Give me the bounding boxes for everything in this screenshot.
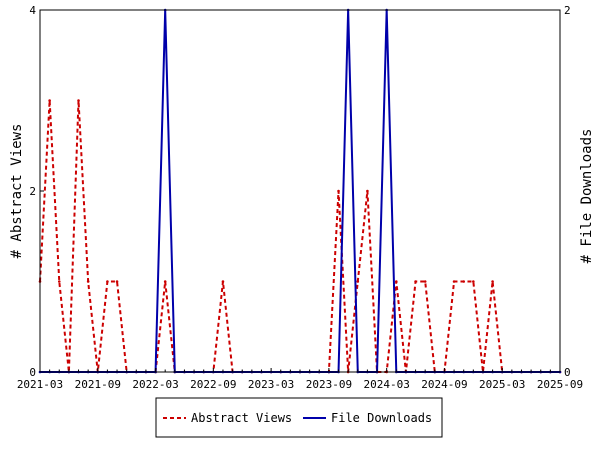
data-point-abstract-views xyxy=(106,280,109,283)
y-tick-label-right: 2 xyxy=(564,4,571,17)
x-axis: 2021-03 2021-09 2022-03 2022-09 2023-03 2023-… xyxy=(17,368,583,391)
legend-label-file-downloads: File Downloads xyxy=(331,411,432,425)
data-point-abstract-views xyxy=(414,280,417,283)
data-point-abstract-views xyxy=(48,99,51,102)
data-point-abstract-views xyxy=(221,280,225,283)
y-tick-label-left: 2 xyxy=(29,185,36,198)
x-tick-label: 2023-03 xyxy=(248,378,294,391)
y-tick-label-left: 4 xyxy=(29,4,36,17)
data-point-abstract-views xyxy=(395,280,398,283)
y-axis-left-title: # Abstract Views xyxy=(9,124,25,259)
x-tick-label: 2022-03 xyxy=(132,378,178,391)
data-point-abstract-views xyxy=(462,280,466,283)
data-point-abstract-views xyxy=(452,280,456,283)
data-point-abstract-views xyxy=(77,99,80,102)
data-point-abstract-views xyxy=(86,280,90,283)
data-point-abstract-views xyxy=(472,280,475,283)
x-tick-label: 2025-03 xyxy=(479,378,525,391)
data-point-abstract-views xyxy=(356,280,360,283)
data-point-abstract-views xyxy=(163,280,167,283)
data-point-abstract-views xyxy=(366,189,369,193)
y-axis-left: 0 2 4 xyxy=(29,4,44,379)
y-axis-right: 02 xyxy=(556,4,571,379)
x-tick-label: 2021-09 xyxy=(75,378,121,391)
data-point-abstract-views xyxy=(337,189,340,193)
legend-label-abstract-views: Abstract Views xyxy=(191,411,292,425)
x-tick-label: 2024-09 xyxy=(421,378,467,391)
y-tick-label-right: 0 xyxy=(564,366,571,379)
data-point-abstract-views xyxy=(423,280,427,283)
legend-box xyxy=(155,397,443,438)
x-tick-label: 2025-09 xyxy=(537,378,583,391)
data-point-abstract-views xyxy=(491,280,494,283)
data-point-abstract-views xyxy=(57,280,61,283)
x-tick-label: 2023-09 xyxy=(306,378,352,391)
legend: Abstract Views File Downloads xyxy=(155,397,443,438)
y-tick-label-left: 0 xyxy=(29,366,36,379)
x-tick-label: 2022-09 xyxy=(190,378,236,391)
y-axis-right-title: # File Downloads xyxy=(579,129,595,264)
x-tick-label: 2024-03 xyxy=(363,378,409,391)
data-point-abstract-views xyxy=(115,280,119,283)
x-tick-label: 2021-03 xyxy=(17,378,63,391)
